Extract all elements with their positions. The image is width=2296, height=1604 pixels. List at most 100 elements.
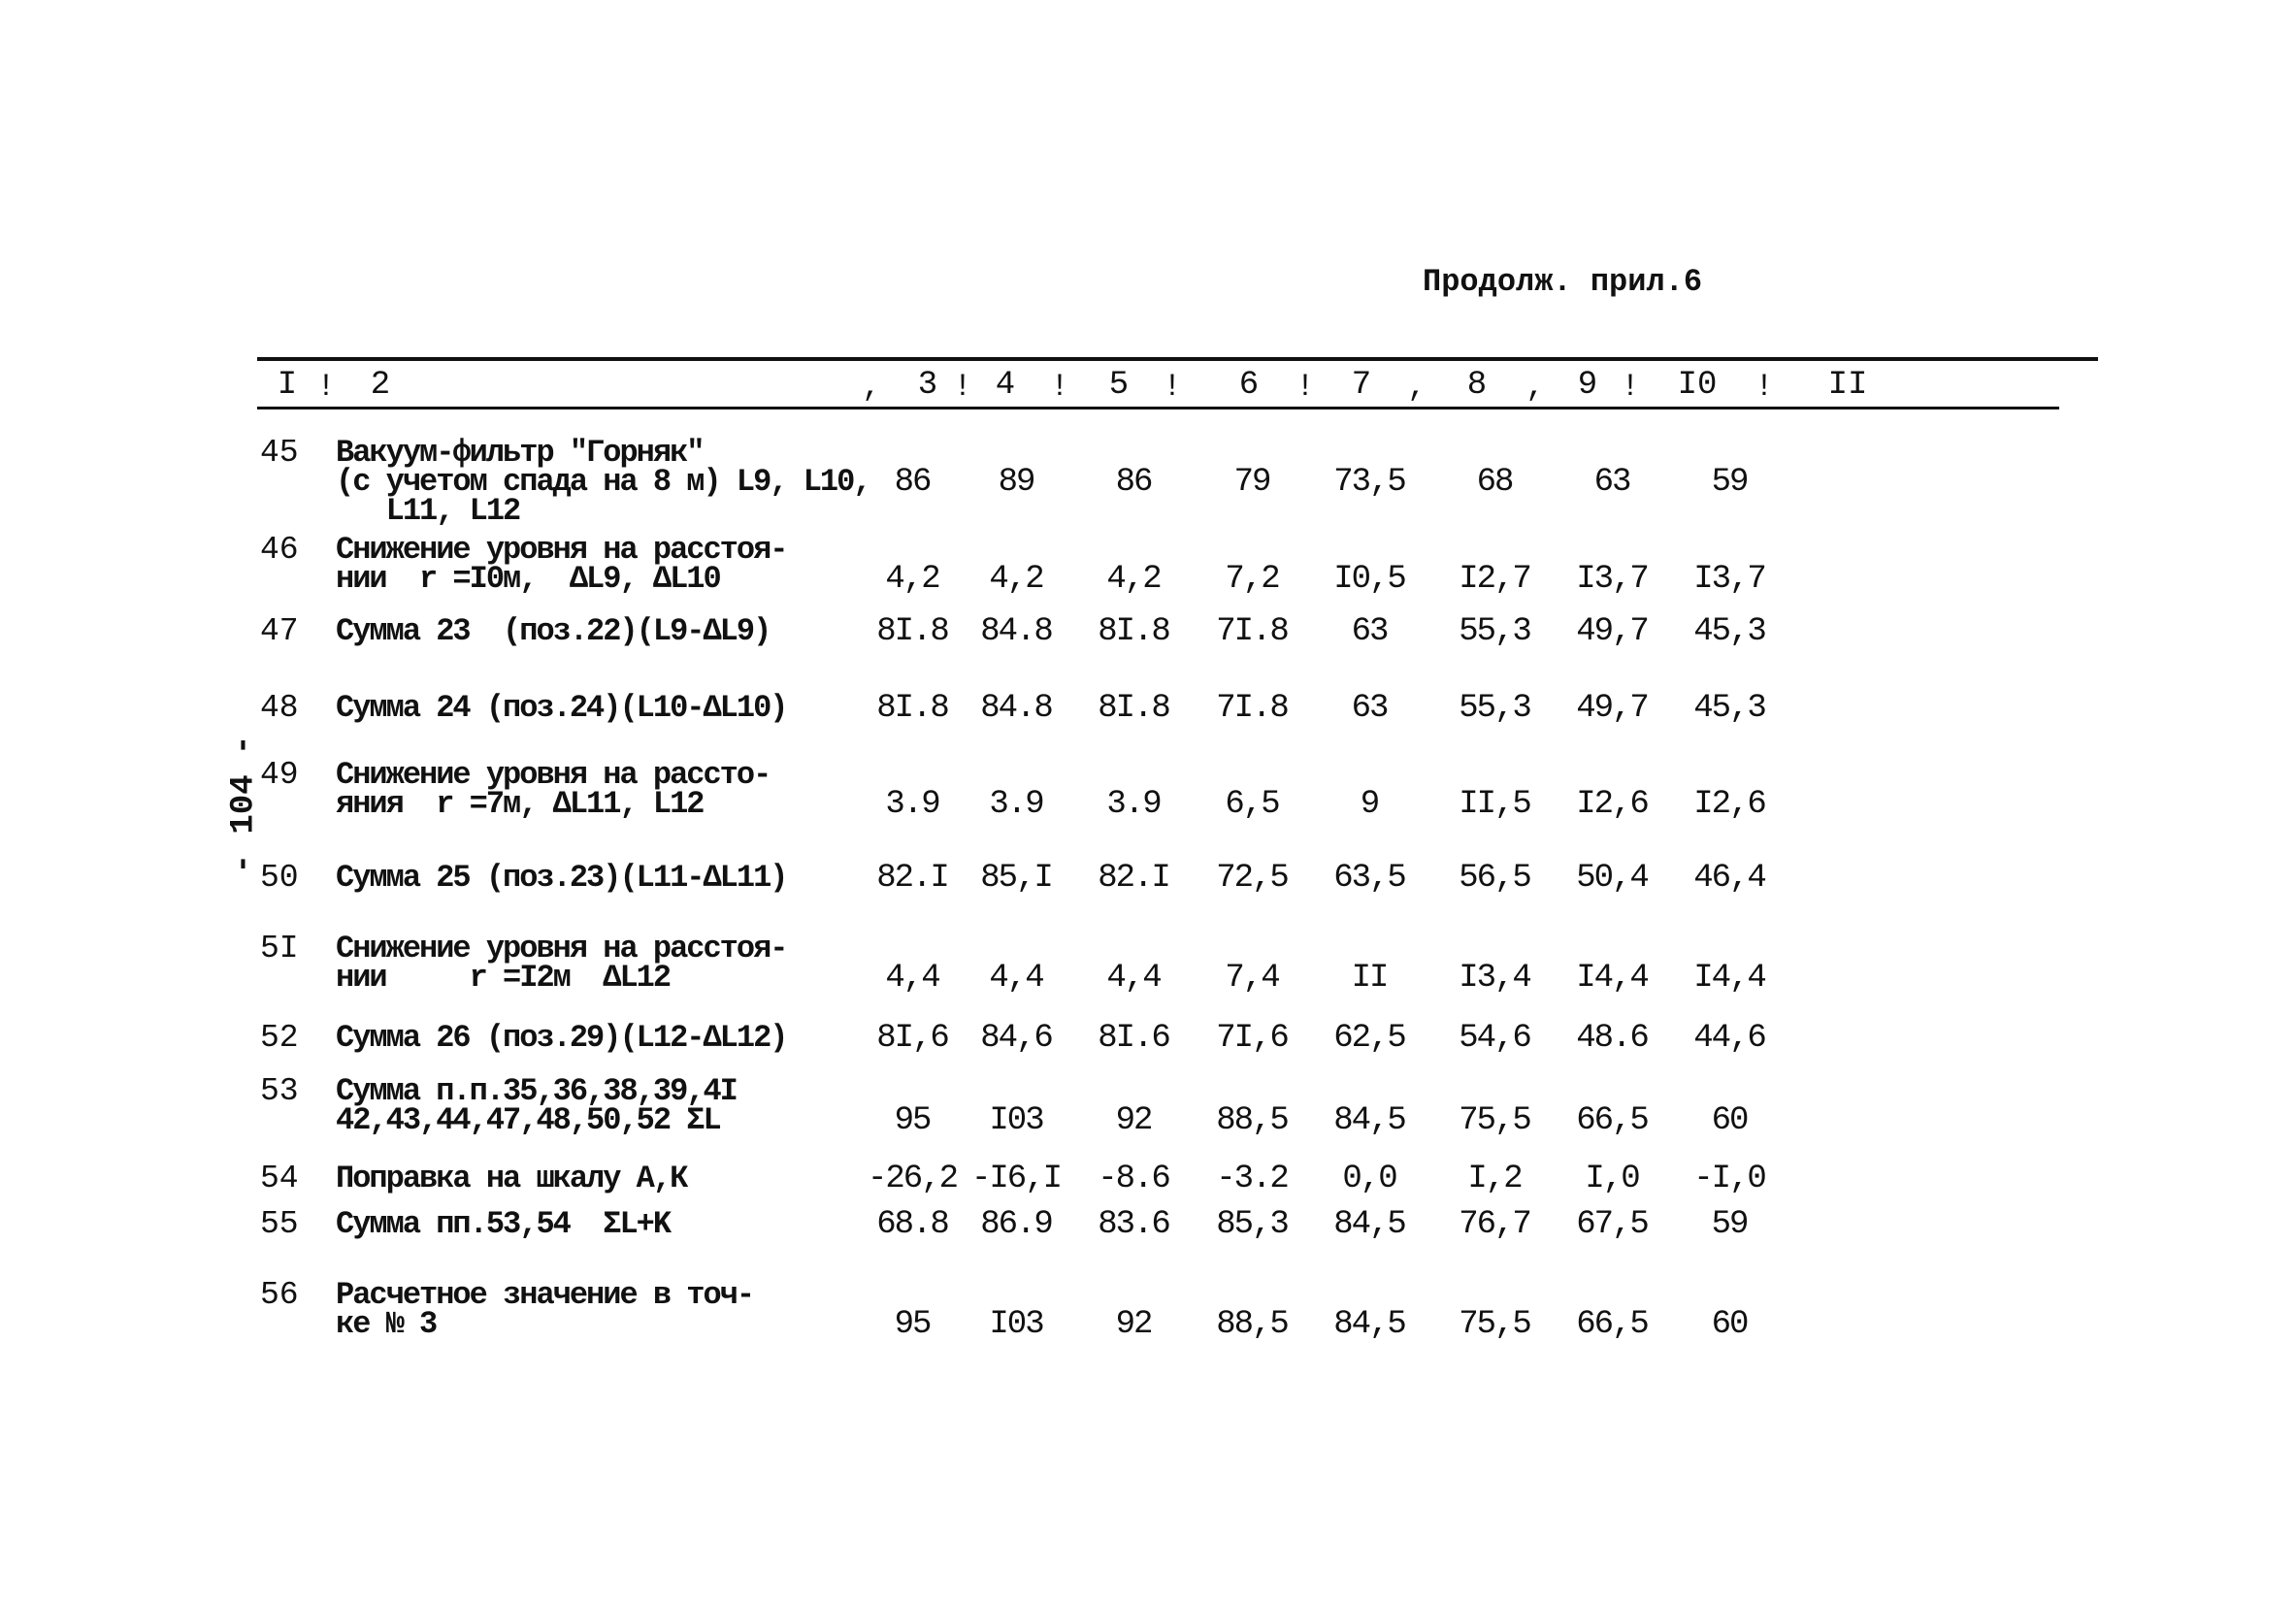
column-header-5: 5 (1108, 367, 1130, 404)
cell-col-4: 4,4 (989, 960, 1044, 997)
row-description: Расчетное значение в точ- (336, 1277, 755, 1313)
cell-col-10: 45,3 (1693, 613, 1767, 650)
cell-col-4: 84.8 (980, 613, 1054, 650)
row-description: 42,43,44,47,48,50,52 ΣL (336, 1102, 722, 1138)
cell-col-7: 0,0 (1342, 1161, 1397, 1197)
row-number: 54 (260, 1161, 299, 1196)
column-header-7: 7 (1351, 367, 1372, 404)
row-number: 50 (260, 860, 299, 896)
cell-col-5: 92 (1115, 1102, 1154, 1139)
cell-col-8: I3,4 (1459, 960, 1532, 997)
cell-col-8: 54,6 (1459, 1020, 1532, 1057)
row-number: 55 (260, 1206, 299, 1242)
continuation-note: Продолж. прил.6 (1423, 264, 1703, 300)
cell-col-10: 60 (1711, 1102, 1750, 1139)
cell-col-10: 59 (1711, 1206, 1750, 1243)
column-header-11: II (1827, 367, 1868, 404)
row-description: Поправка на шкалу А,К (336, 1161, 688, 1196)
cell-col-7: 73,5 (1333, 464, 1407, 501)
cell-col-3: 8I.8 (876, 613, 950, 650)
cell-col-9: I3,7 (1576, 561, 1650, 598)
cell-col-9: 50,4 (1576, 860, 1650, 897)
column-header-4: 4 (995, 367, 1016, 404)
row-number: 5I (260, 931, 299, 966)
cell-col-9: 49,7 (1576, 690, 1650, 727)
cell-col-6: 7,2 (1225, 561, 1280, 598)
cell-col-10: I3,7 (1693, 561, 1767, 598)
cell-col-3: 8I,6 (876, 1020, 950, 1057)
cell-col-5: 4,2 (1106, 561, 1162, 598)
cell-col-3: 86 (894, 464, 933, 501)
cell-col-5: 8I.8 (1098, 690, 1171, 727)
cell-col-6: 85,3 (1216, 1206, 1290, 1243)
cell-col-10: I2,6 (1693, 786, 1767, 823)
cell-col-6: 88,5 (1216, 1102, 1290, 1139)
cell-col-5: 3.9 (1106, 786, 1162, 823)
cell-col-7: 84,5 (1333, 1102, 1407, 1139)
cell-col-8: 68 (1476, 464, 1515, 501)
cell-col-7: II (1351, 960, 1390, 997)
cell-col-7: 63 (1351, 690, 1390, 727)
cell-col-10: I4,4 (1693, 960, 1767, 997)
cell-col-4: 3.9 (989, 786, 1044, 823)
cell-col-6: 6,5 (1225, 786, 1280, 823)
cell-col-10: 59 (1711, 464, 1750, 501)
row-description: Сумма 25 (поз.23)(L11-ΔL11) (336, 860, 788, 896)
row-number: 49 (260, 757, 299, 793)
row-description: Сумма 23 (поз.22)(L9-ΔL9) (336, 613, 771, 649)
cell-col-9: 63 (1593, 464, 1632, 501)
column-separator: ! (316, 369, 336, 405)
cell-col-8: I2,7 (1459, 561, 1532, 598)
cell-col-8: 56,5 (1459, 860, 1532, 897)
cell-col-8: I,2 (1467, 1161, 1523, 1197)
row-description: Снижение уровня на расстоя- (336, 532, 788, 568)
page-number: - 104 - (225, 735, 263, 874)
cell-col-5: 86 (1115, 464, 1154, 501)
cell-col-10: 60 (1711, 1306, 1750, 1343)
cell-col-4: 84,6 (980, 1020, 1054, 1057)
cell-col-3: 95 (894, 1102, 933, 1139)
column-separator: ! (1755, 369, 1774, 405)
column-header-10: I0 (1677, 367, 1718, 404)
cell-col-3: 68.8 (876, 1206, 950, 1243)
column-header-2: 2 (370, 367, 391, 404)
cell-col-4: -I6,I (970, 1161, 1063, 1197)
cell-col-3: -26,2 (867, 1161, 959, 1197)
column-header-3: 3 (917, 367, 938, 404)
cell-col-7: 63,5 (1333, 860, 1407, 897)
cell-col-4: 86.9 (980, 1206, 1054, 1243)
cell-col-3: 4,2 (885, 561, 940, 598)
header-bottom-rule (257, 407, 2059, 409)
cell-col-9: I,0 (1585, 1161, 1640, 1197)
column-header-1: I (277, 367, 298, 404)
cell-col-5: 4,4 (1106, 960, 1162, 997)
cell-col-3: 4,4 (885, 960, 940, 997)
row-description: Сумма 26 (поз.29)(L12-ΔL12) (336, 1020, 788, 1056)
row-description: Сумма 24 (поз.24)(L10-ΔL10) (336, 690, 788, 726)
cell-col-5: 92 (1115, 1306, 1154, 1343)
cell-col-4: 89 (998, 464, 1036, 501)
cell-col-5: 8I.8 (1098, 613, 1171, 650)
cell-col-8: 75,5 (1459, 1306, 1532, 1343)
top-rule (257, 357, 2098, 361)
cell-col-4: 84.8 (980, 690, 1054, 727)
cell-col-8: II,5 (1459, 786, 1532, 823)
cell-col-4: 85,I (980, 860, 1054, 897)
cell-col-7: 9 (1360, 786, 1380, 823)
cell-col-8: 55,3 (1459, 690, 1532, 727)
column-separator: , (1525, 369, 1545, 405)
row-description: ке № 3 (336, 1306, 438, 1342)
column-separator: ! (953, 369, 972, 405)
cell-col-6: 7,4 (1225, 960, 1280, 997)
cell-col-4: I03 (989, 1102, 1044, 1139)
cell-col-7: 84,5 (1333, 1306, 1407, 1343)
row-description: Сумма пп.53,54 ΣL+K (336, 1206, 672, 1242)
row-number: 45 (260, 435, 299, 471)
cell-col-6: 79 (1233, 464, 1272, 501)
column-header-6: 6 (1238, 367, 1260, 404)
row-description: яния r =7м, ΔL11, L12 (336, 786, 705, 822)
cell-col-9: 48.6 (1576, 1020, 1650, 1057)
column-separator: , (862, 369, 881, 405)
row-number: 46 (260, 532, 299, 568)
cell-col-3: 95 (894, 1306, 933, 1343)
